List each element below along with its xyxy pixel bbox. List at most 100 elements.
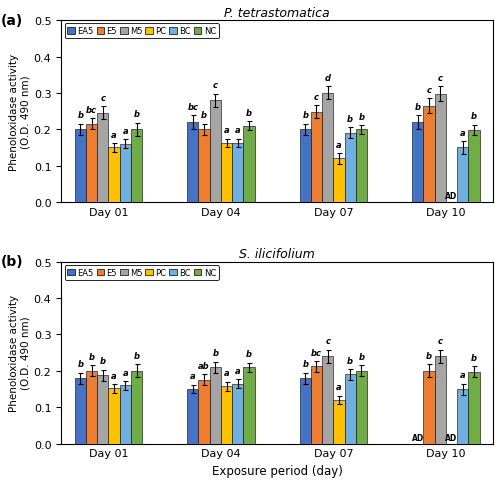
Text: c: c	[100, 94, 105, 103]
Bar	[244, 126, 254, 203]
Text: b: b	[78, 360, 84, 368]
Bar	[356, 130, 367, 203]
Text: b: b	[212, 348, 218, 358]
Text: a: a	[111, 371, 117, 380]
Bar	[131, 371, 142, 444]
Bar	[232, 384, 243, 444]
Text: b: b	[358, 112, 364, 121]
Bar	[300, 130, 311, 203]
Text: a: a	[122, 127, 128, 136]
Text: a: a	[224, 126, 230, 135]
Bar	[120, 145, 131, 203]
Text: b: b	[134, 351, 140, 360]
Text: b: b	[246, 350, 252, 359]
Text: c: c	[438, 337, 442, 346]
Bar	[221, 144, 232, 203]
Text: a: a	[235, 126, 240, 135]
Text: b: b	[426, 351, 432, 360]
Text: c: c	[325, 337, 330, 346]
Bar	[131, 130, 142, 203]
Text: AD: AD	[412, 433, 424, 442]
Legend: EA5, E5, M5, PC, BC, NC: EA5, E5, M5, PC, BC, NC	[64, 24, 219, 39]
Text: a: a	[122, 368, 128, 377]
Text: d: d	[324, 74, 330, 83]
Text: bc: bc	[86, 106, 97, 115]
Bar	[74, 130, 86, 203]
Bar	[198, 380, 209, 444]
Text: a: a	[111, 131, 117, 139]
Bar	[187, 389, 198, 444]
Text: b: b	[100, 357, 106, 365]
Bar	[108, 389, 120, 444]
Bar	[232, 144, 243, 203]
Text: a: a	[336, 140, 342, 149]
Text: b: b	[471, 353, 477, 362]
Text: b: b	[347, 356, 353, 365]
Bar	[187, 123, 198, 203]
Bar	[120, 386, 131, 444]
Title: S. ilicifolium: S. ilicifolium	[240, 248, 315, 261]
Text: b: b	[302, 111, 308, 120]
Bar	[468, 372, 479, 444]
Text: b: b	[347, 115, 353, 124]
Text: ab: ab	[198, 362, 210, 370]
Text: b: b	[302, 360, 308, 368]
Bar	[300, 378, 311, 444]
Text: b: b	[246, 109, 252, 118]
Text: a: a	[460, 370, 466, 379]
X-axis label: Exposure period (day): Exposure period (day)	[212, 464, 342, 477]
Text: (a): (a)	[0, 14, 23, 28]
Bar	[244, 367, 254, 444]
Text: b: b	[201, 111, 207, 120]
Bar	[97, 376, 108, 444]
Text: a: a	[460, 128, 466, 137]
Text: c: c	[426, 86, 432, 95]
Legend: EA5, E5, M5, PC, BC, NC: EA5, E5, M5, PC, BC, NC	[64, 265, 219, 280]
Bar	[424, 371, 434, 444]
Text: c: c	[213, 81, 218, 90]
Bar	[468, 131, 479, 203]
Bar	[311, 113, 322, 203]
Text: c: c	[314, 93, 319, 102]
Bar	[412, 123, 424, 203]
Text: c: c	[438, 74, 442, 83]
Text: a: a	[235, 366, 240, 375]
Y-axis label: Phenoloxidase activity
(O.D. 490 nm): Phenoloxidase activity (O.D. 490 nm)	[10, 53, 31, 170]
Bar	[344, 375, 356, 444]
Y-axis label: Phenoloxidase activity
(O.D. 490 nm): Phenoloxidase activity (O.D. 490 nm)	[10, 294, 31, 411]
Text: a: a	[190, 372, 196, 380]
Bar	[322, 94, 334, 203]
Bar	[311, 367, 322, 444]
Bar	[108, 148, 120, 203]
Bar	[97, 114, 108, 203]
Text: a: a	[224, 369, 230, 378]
Text: AD: AD	[446, 433, 458, 442]
Bar	[457, 148, 468, 203]
Text: b: b	[78, 111, 84, 120]
Bar	[221, 386, 232, 444]
Bar	[424, 106, 434, 203]
Bar	[344, 134, 356, 203]
Text: b: b	[471, 112, 477, 121]
Bar	[322, 357, 334, 444]
Bar	[334, 159, 344, 203]
Text: bc: bc	[311, 348, 322, 357]
Title: P. tetrastomatica: P. tetrastomatica	[224, 7, 330, 20]
Text: (b): (b)	[0, 255, 24, 269]
Bar	[86, 371, 97, 444]
Text: b: b	[414, 103, 420, 112]
Text: AD: AD	[446, 192, 458, 201]
Text: b: b	[134, 110, 140, 119]
Bar	[86, 124, 97, 203]
Text: b: b	[88, 352, 94, 361]
Text: b: b	[358, 352, 364, 361]
Bar	[210, 101, 221, 203]
Text: bc: bc	[188, 103, 198, 112]
Text: a: a	[336, 382, 342, 392]
Bar	[457, 389, 468, 444]
Bar	[356, 371, 367, 444]
Bar	[334, 400, 344, 444]
Bar	[434, 94, 446, 203]
Bar	[74, 378, 86, 444]
Bar	[434, 357, 446, 444]
